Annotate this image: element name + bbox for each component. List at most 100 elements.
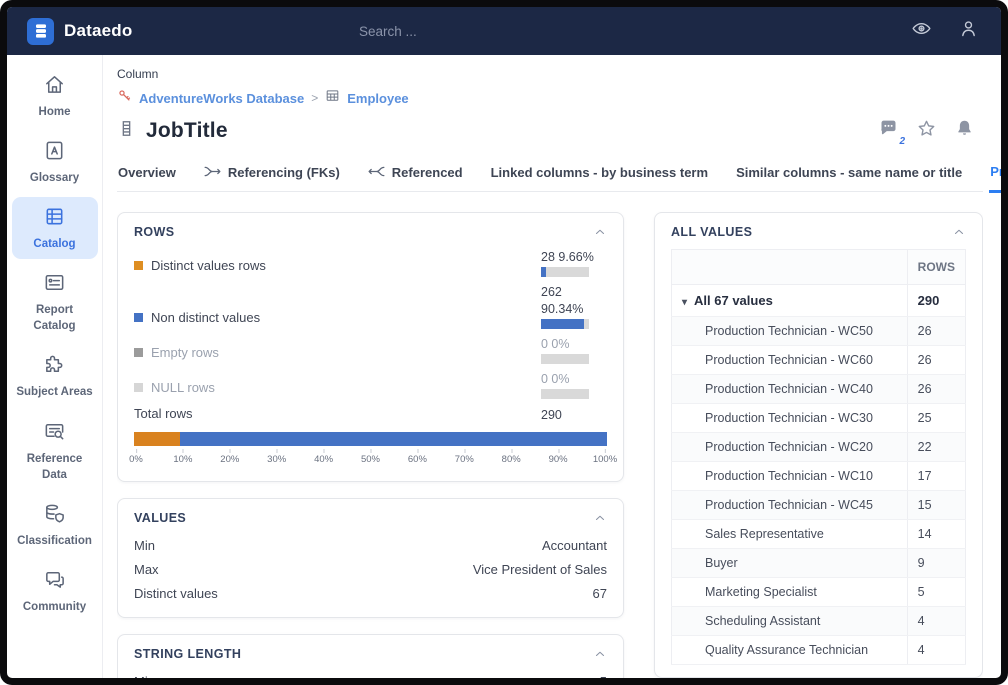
tab-label: Referenced [391, 164, 463, 180]
table-row[interactable]: Production Technician - WC10 17 [671, 461, 966, 491]
subject-areas-icon [43, 353, 66, 381]
sidebar-item-label: Report Catalog [33, 304, 76, 333]
brand-name: Dataedo [64, 21, 133, 40]
tab[interactable]: Similar columns - same name or title [735, 158, 963, 191]
tab[interactable]: Overview [117, 158, 177, 191]
sidebar-item-label: Classification [17, 534, 92, 547]
group-label: All 67 values [694, 293, 773, 308]
top-navbar: Dataedo [7, 7, 1001, 55]
value-name: Production Technician - WC40 [671, 374, 908, 404]
value-rows-count: 26 [906, 374, 966, 404]
stat-label: Max [134, 561, 159, 577]
value-rows-count: 4 [906, 606, 966, 636]
table-row[interactable]: Scheduling Assistant 4 [671, 606, 966, 636]
sidebar-item-label: Catalog [33, 238, 76, 251]
sidebar-item[interactable]: Catalog [11, 197, 98, 260]
tab[interactable]: Referenced [367, 158, 464, 191]
sidebar-item-label: Community [22, 600, 87, 613]
sidebar-item[interactable]: Community [12, 560, 98, 622]
metric-value: 290 [541, 408, 562, 422]
object-type-label: Column [117, 67, 159, 81]
rows-metric: Distinct values rows 28 9.66% [134, 249, 607, 278]
legend-bullet-icon [134, 383, 143, 393]
community-icon [43, 568, 66, 596]
x-axis: 0% 10% 20% 30% 40% 50% [129, 449, 617, 469]
sidebar-item[interactable]: Classification [12, 494, 98, 556]
breadcrumb-table-link[interactable]: Employee [347, 90, 409, 106]
axis-tick-label: 100% [592, 449, 618, 466]
metric-label: Non distinct values [151, 309, 261, 325]
axis-tick-label: 90% [548, 449, 568, 466]
table-row[interactable]: Quality Assurance Technician 4 [671, 635, 966, 665]
breadcrumb-database-link[interactable]: AdventureWorks Database [139, 90, 305, 106]
value-rows-count: 14 [906, 519, 966, 549]
tab[interactable]: Profiling [989, 158, 1001, 193]
value-rows-count: 22 [906, 432, 966, 462]
tab[interactable]: Linked columns - by business term [490, 158, 709, 191]
axis-tick-label: 50% [360, 449, 381, 466]
value-name: Scheduling Assistant [671, 606, 908, 636]
comments-icon[interactable]: 2 [878, 118, 905, 147]
sidebar-item[interactable]: Glossary [12, 131, 98, 193]
table-row[interactable]: Production Technician - WC20 22 [671, 432, 966, 462]
user-icon[interactable] [958, 18, 979, 44]
sidebar-item[interactable]: Subject Areas [12, 345, 98, 407]
breadcrumb: AdventureWorks Database Employee [117, 88, 983, 108]
sidebar-item[interactable]: Reference Data [12, 412, 98, 490]
page-title: JobTitle [146, 119, 228, 142]
stat-label: Distinct values [134, 585, 218, 601]
rows-metric: Non distinct values 262 90.34% [134, 284, 607, 329]
axis-tick-label: 60% [407, 449, 427, 466]
database-icon [117, 88, 132, 108]
sidebar-item[interactable]: Home [12, 65, 98, 127]
all-values-table: ROWS All 67 values 290 [671, 249, 966, 665]
fork-right-icon [204, 165, 221, 180]
sidebar-item[interactable]: Report Catalog [12, 263, 98, 341]
rows-card: ROWS Distinct values rows [117, 212, 624, 483]
search-input[interactable] [359, 7, 579, 55]
table-row[interactable]: Production Technician - WC50 26 [671, 316, 966, 346]
tab-label: Similar columns - same name or title [736, 164, 963, 180]
chevron-up-icon[interactable] [593, 647, 607, 661]
value-name: Quality Assurance Technician [671, 635, 908, 665]
breadcrumb-separator [311, 91, 318, 105]
eye-icon[interactable] [911, 18, 932, 44]
metric-value: 262 90.34% [541, 285, 584, 316]
table-row[interactable]: Production Technician - WC60 26 [671, 345, 966, 375]
all-values-card: ALL VALUES ROWS [654, 212, 983, 678]
stat-row: Min Accountant [134, 533, 607, 557]
column-icon [117, 117, 136, 145]
rows-card-title: ROWS [134, 225, 175, 239]
table-row[interactable]: Buyer 9 [671, 548, 966, 578]
star-icon[interactable] [916, 118, 937, 144]
table-row[interactable]: Production Technician - WC40 26 [671, 374, 966, 404]
chevron-up-icon[interactable] [952, 225, 966, 239]
sidebar: Home Glossary Catalog Report Cat [7, 55, 103, 678]
metric-value: 0 0% [541, 372, 570, 386]
value-rows-count: 26 [906, 345, 966, 375]
table-row[interactable]: Marketing Specialist 5 [671, 577, 966, 607]
all-values-group-row[interactable]: All 67 values 290 [671, 284, 966, 317]
string-length-card: STRING LENGTH Min 5 [117, 634, 624, 678]
tab[interactable]: Referencing (FKs) [203, 158, 341, 191]
table-row[interactable]: Production Technician - WC45 15 [671, 490, 966, 520]
metric-label: NULL rows [151, 380, 215, 396]
metric-bar [541, 389, 589, 400]
bell-icon[interactable] [954, 118, 975, 144]
value-column-header [671, 249, 908, 285]
table-row[interactable]: Production Technician - WC30 25 [671, 403, 966, 433]
value-rows-count: 26 [906, 316, 966, 346]
table-row[interactable]: Sales Representative 14 [671, 519, 966, 549]
sidebar-item-label: Subject Areas [16, 386, 93, 399]
tab-label: Overview [118, 164, 176, 180]
main-content: Column AdventureWorks Database Employee [103, 55, 1001, 678]
metric-bar [541, 354, 589, 364]
value-rows-count: 9 [906, 548, 966, 578]
rows-metric: Total rows 290 [134, 406, 607, 425]
chevron-up-icon[interactable] [593, 225, 607, 239]
dataedo-logo-icon[interactable] [27, 17, 54, 45]
chevron-up-icon[interactable] [593, 511, 607, 525]
value-name: Production Technician - WC45 [671, 490, 908, 520]
bar-segment [134, 432, 180, 447]
collapse-triangle-icon[interactable] [682, 297, 687, 308]
